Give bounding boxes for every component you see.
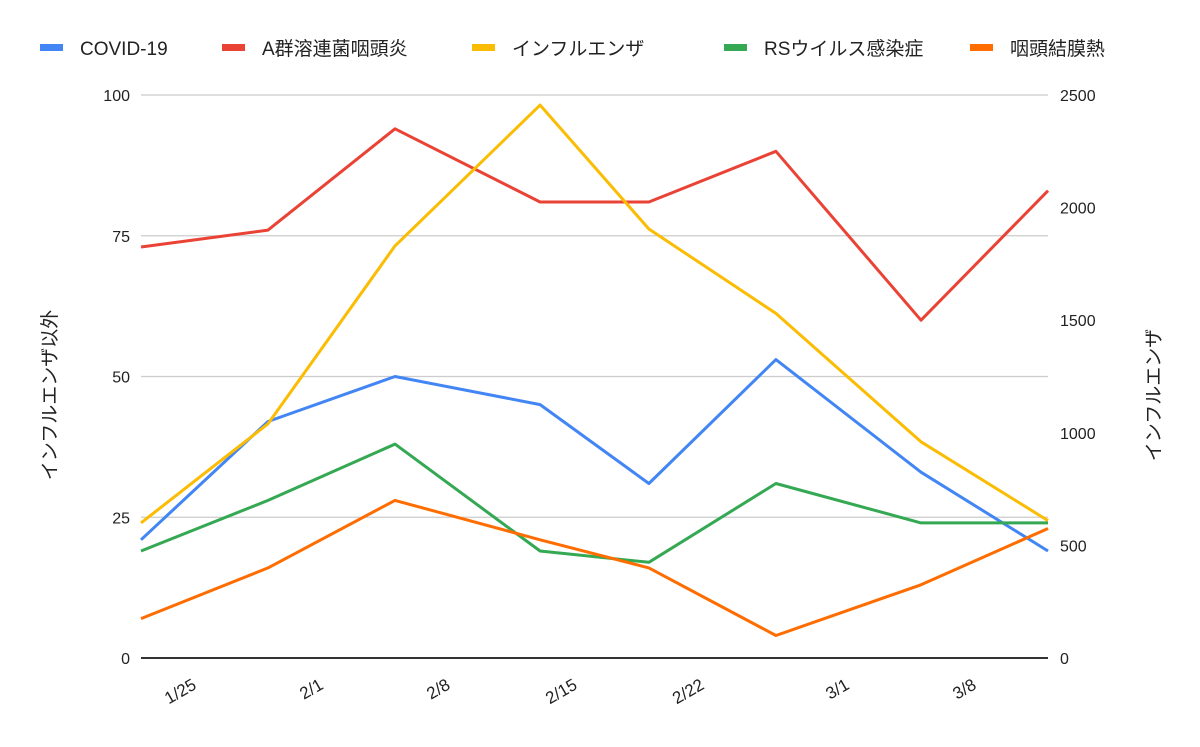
gridlines xyxy=(141,94,1048,518)
series-line-1 xyxy=(140,127,1050,322)
legend-swatch xyxy=(724,44,747,51)
legend-item[interactable]: インフルエンザ xyxy=(472,39,644,60)
y-axis-left-title: インフルエンザ以外 xyxy=(39,310,61,480)
y-axis-right-title: インフルエンザ xyxy=(1144,329,1165,461)
series-lines xyxy=(139,103,1050,637)
legend-item[interactable]: 咽頭結膜熱 xyxy=(970,38,1105,60)
legend-swatch xyxy=(472,44,495,51)
x-tick-label: 3/1 xyxy=(822,675,852,703)
legend-label: インフルエンザ xyxy=(512,39,644,60)
legend-swatch xyxy=(40,44,63,51)
legend-item[interactable]: COVID-19 xyxy=(40,39,168,60)
legend-label: RSウイルス感染症 xyxy=(764,38,923,60)
series-line-3 xyxy=(140,442,1048,564)
series-line-2 xyxy=(140,103,1049,525)
series-line-0 xyxy=(139,358,1049,553)
y-left-tick-label: 25 xyxy=(112,510,130,527)
y-left-tick-label: 50 xyxy=(112,370,130,387)
x-tick-label: 3/8 xyxy=(949,675,979,703)
legend-label: A群溶連菌咽頭炎 xyxy=(262,38,408,60)
y-right-tick-label: 1500 xyxy=(1060,313,1096,330)
x-tick-label: 2/1 xyxy=(296,675,326,703)
x-tick-label: 2/8 xyxy=(423,675,453,703)
series-line-4 xyxy=(140,498,1049,637)
y-left-tick-label: 100 xyxy=(103,88,130,105)
y-right-tick-label: 0 xyxy=(1060,651,1069,668)
y-left-tick-label: 75 xyxy=(112,229,130,246)
legend-label: 咽頭結膜熱 xyxy=(1010,38,1105,60)
legend-item[interactable]: A群溶連菌咽頭炎 xyxy=(222,38,408,60)
y-right-tick-label: 2500 xyxy=(1060,88,1096,105)
legend-label: COVID-19 xyxy=(80,39,168,60)
legend-item[interactable]: RSウイルス感染症 xyxy=(724,38,923,60)
y-left-tick-label: 0 xyxy=(121,651,130,668)
x-tick-label: 2/15 xyxy=(542,675,580,708)
legend-swatch xyxy=(222,44,245,51)
legend-swatch xyxy=(970,44,993,51)
y-right-tick-label: 500 xyxy=(1060,538,1087,555)
x-tick-label: 1/25 xyxy=(161,675,199,708)
x-tick-label: 2/22 xyxy=(669,675,707,708)
y-right-tick-label: 1000 xyxy=(1060,426,1096,443)
legend: COVID-19 A群溶連菌咽頭炎 インフルエンザ RSウイルス感染症 咽頭結膜熱 xyxy=(40,38,1105,60)
y-right-tick-label: 2000 xyxy=(1060,201,1096,218)
